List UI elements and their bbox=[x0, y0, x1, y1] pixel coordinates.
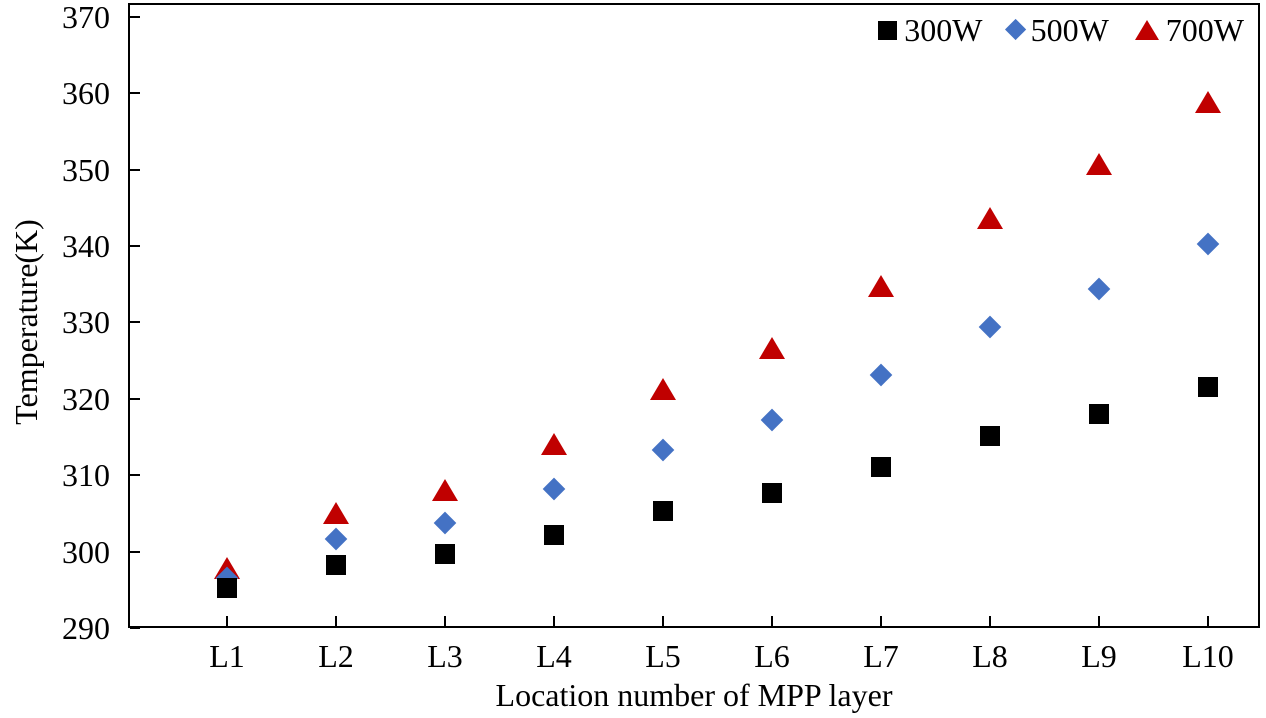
data-point-500w-l3 bbox=[433, 511, 461, 539]
x-tick-label: L10 bbox=[1182, 638, 1234, 674]
diamond-marker-icon bbox=[1005, 19, 1027, 41]
legend-label: 300W bbox=[904, 12, 983, 48]
x-tick-label: L8 bbox=[972, 638, 1008, 674]
data-point-700w-l3 bbox=[432, 479, 471, 512]
data-point-300w-l6 bbox=[762, 482, 792, 513]
y-tick-mark bbox=[130, 92, 140, 95]
x-tick-mark bbox=[226, 616, 228, 626]
y-tick-label: 330 bbox=[62, 304, 110, 341]
y-tick-mark bbox=[130, 321, 140, 324]
y-tick-label: 360 bbox=[62, 75, 110, 112]
triangle-marker-icon bbox=[541, 432, 567, 455]
data-point-700w-l2 bbox=[323, 501, 362, 535]
y-tick-label: 310 bbox=[62, 457, 110, 494]
y-tick-label: 370 bbox=[62, 0, 110, 35]
triangle-marker-icon bbox=[650, 377, 676, 400]
x-tick-label: L1 bbox=[209, 638, 245, 674]
data-point-300w-l7 bbox=[871, 456, 901, 487]
data-point-700w-l6 bbox=[759, 336, 798, 370]
data-point-700w-l4 bbox=[541, 432, 580, 466]
data-point-700w-l7 bbox=[868, 275, 907, 308]
data-point-300w-l9 bbox=[1089, 404, 1119, 434]
x-tick-mark bbox=[662, 616, 664, 626]
y-tick-mark bbox=[130, 245, 140, 247]
data-point-700w-l9 bbox=[1086, 153, 1125, 186]
legend-item-300w: 300W bbox=[878, 12, 982, 48]
data-point-500w-l9 bbox=[1087, 277, 1115, 305]
data-point-700w-l5 bbox=[650, 377, 689, 411]
data-point-300w-l3 bbox=[435, 543, 465, 574]
x-tick-label: L3 bbox=[427, 638, 463, 674]
data-point-700w-l10 bbox=[1195, 91, 1234, 124]
triangle-marker-icon bbox=[1195, 91, 1221, 114]
data-point-300w-l4 bbox=[544, 524, 574, 555]
data-point-300w-l8 bbox=[980, 426, 1010, 456]
square-marker-icon bbox=[1089, 404, 1109, 425]
triangle-marker-icon bbox=[977, 207, 1003, 230]
x-tick-label: L5 bbox=[645, 638, 681, 674]
x-tick-mark bbox=[1207, 616, 1209, 626]
square-marker-icon bbox=[871, 456, 891, 477]
data-point-300w-l1 bbox=[217, 578, 247, 608]
y-axis-title: Temperature(K) bbox=[8, 219, 44, 425]
x-tick-mark bbox=[989, 616, 991, 626]
plot-area bbox=[128, 3, 1260, 628]
data-point-300w-l5 bbox=[653, 501, 683, 531]
y-tick-label: 300 bbox=[62, 533, 110, 570]
x-tick-mark bbox=[880, 616, 882, 626]
x-tick-label: L4 bbox=[536, 638, 572, 674]
data-point-300w-l2 bbox=[326, 554, 356, 585]
y-tick-mark bbox=[130, 397, 140, 400]
x-tick-mark bbox=[553, 616, 555, 626]
legend-label: 700W bbox=[1165, 12, 1244, 48]
y-tick-mark bbox=[130, 627, 140, 629]
x-tick-label: L7 bbox=[863, 638, 899, 674]
y-tick-mark bbox=[130, 15, 140, 18]
square-marker-icon bbox=[878, 20, 898, 40]
square-marker-icon bbox=[435, 543, 455, 564]
x-tick-mark bbox=[771, 616, 773, 626]
y-tick-label: 350 bbox=[62, 151, 110, 188]
triangle-marker-icon bbox=[759, 336, 785, 359]
x-tick-mark bbox=[444, 616, 446, 626]
data-point-300w-l10 bbox=[1198, 377, 1228, 407]
y-tick-mark bbox=[130, 168, 140, 171]
square-marker-icon bbox=[762, 482, 782, 503]
square-marker-icon bbox=[326, 554, 346, 575]
legend-item-700w: 700W bbox=[1134, 12, 1244, 48]
data-point-500w-l4 bbox=[542, 477, 570, 505]
data-point-500w-l2 bbox=[324, 527, 352, 555]
x-tick-label: L9 bbox=[1081, 638, 1117, 674]
y-tick-label: 320 bbox=[62, 380, 110, 417]
triangle-marker-icon bbox=[432, 479, 458, 502]
square-marker-icon bbox=[1198, 377, 1218, 398]
data-point-500w-l10 bbox=[1196, 233, 1224, 260]
data-point-500w-l5 bbox=[651, 438, 679, 466]
triangle-marker-icon bbox=[1086, 153, 1112, 176]
y-tick-mark bbox=[130, 550, 140, 553]
legend-label: 500W bbox=[1030, 12, 1109, 48]
triangle-marker-icon bbox=[323, 501, 349, 524]
x-tick-label: L2 bbox=[318, 638, 354, 674]
data-point-700w-l8 bbox=[977, 207, 1016, 240]
x-axis-title: Location number of MPP layer bbox=[495, 677, 893, 713]
y-tick-mark bbox=[130, 474, 140, 477]
square-marker-icon bbox=[980, 426, 1000, 447]
x-tick-mark bbox=[1098, 616, 1100, 626]
square-marker-icon bbox=[653, 501, 673, 522]
x-tick-mark bbox=[335, 616, 337, 626]
data-point-500w-l8 bbox=[978, 315, 1006, 343]
legend-item-500w: 500W bbox=[1005, 12, 1109, 48]
y-tick-label: 340 bbox=[62, 228, 110, 264]
square-marker-icon bbox=[217, 578, 237, 599]
triangle-marker-icon bbox=[1134, 20, 1159, 40]
square-marker-icon bbox=[544, 524, 564, 545]
triangle-marker-icon bbox=[868, 275, 894, 298]
data-point-500w-l7 bbox=[869, 363, 897, 391]
y-tick-label: 290 bbox=[62, 610, 110, 646]
data-point-500w-l6 bbox=[760, 408, 788, 436]
x-tick-label: L6 bbox=[754, 638, 790, 674]
legend: 300W 500W 700W bbox=[878, 12, 1244, 48]
